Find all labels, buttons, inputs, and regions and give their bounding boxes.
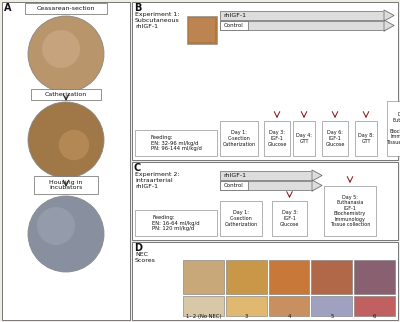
FancyBboxPatch shape: [322, 121, 348, 156]
Text: Experiment 2:
intraarterial
rhIGF-1: Experiment 2: intraarterial rhIGF-1: [135, 172, 180, 189]
FancyBboxPatch shape: [135, 130, 217, 156]
Text: D: D: [134, 243, 142, 253]
Bar: [220, 171, 312, 180]
Text: Control: Control: [224, 183, 244, 188]
FancyBboxPatch shape: [220, 121, 258, 156]
FancyBboxPatch shape: [272, 201, 307, 236]
Text: 1- 2 (No NEC): 1- 2 (No NEC): [186, 314, 221, 319]
FancyBboxPatch shape: [387, 101, 400, 156]
FancyBboxPatch shape: [264, 121, 290, 156]
Bar: [220, 11, 384, 20]
Bar: [187, 16, 217, 44]
FancyBboxPatch shape: [355, 121, 377, 156]
Text: C: C: [134, 163, 141, 173]
Text: A: A: [4, 3, 12, 13]
Bar: [220, 21, 248, 30]
Text: Day 1:
C-section
Catherization: Day 1: C-section Catherization: [222, 130, 256, 147]
Text: Day 9:
Euthanasia
IGF-1
Biochemistry
Immunology
Tissue collection: Day 9: Euthanasia IGF-1 Biochemistry Imm…: [386, 112, 400, 145]
Polygon shape: [312, 180, 322, 191]
Text: Day 5:
Euthanasia
IGF-1
Biochemistry
Immunology
Tissue collection: Day 5: Euthanasia IGF-1 Biochemistry Imm…: [330, 194, 370, 228]
Text: 5: 5: [330, 314, 334, 319]
Text: Experiment 1:
Subcutaneous
rhIGF-1: Experiment 1: Subcutaneous rhIGF-1: [135, 12, 180, 29]
Circle shape: [37, 207, 75, 245]
Bar: [34, 176, 98, 194]
Text: 3: 3: [244, 314, 248, 319]
Bar: [354, 296, 395, 316]
Text: Day 6:
IGF-1
Glucose: Day 6: IGF-1 Glucose: [325, 130, 345, 147]
Text: Day 8:
GTT: Day 8: GTT: [358, 133, 374, 144]
Circle shape: [28, 196, 104, 272]
Text: Day 4:
GTT: Day 4: GTT: [296, 133, 312, 144]
Text: 4: 4: [287, 314, 291, 319]
Text: Feeding:
EN: 16-64 ml/kg/d
PN: 120 ml/kg/d: Feeding: EN: 16-64 ml/kg/d PN: 120 ml/kg…: [152, 215, 200, 231]
FancyBboxPatch shape: [220, 201, 262, 236]
Bar: [311, 296, 352, 316]
Text: 6: 6: [373, 314, 376, 319]
FancyBboxPatch shape: [135, 210, 217, 236]
Bar: [220, 181, 312, 190]
Circle shape: [59, 130, 89, 160]
Text: Housing in
incubators: Housing in incubators: [49, 180, 83, 190]
Bar: [31, 89, 101, 100]
Bar: [183, 296, 224, 316]
Circle shape: [42, 30, 80, 68]
Bar: [132, 162, 398, 240]
Polygon shape: [384, 10, 394, 21]
Bar: [132, 2, 398, 160]
Polygon shape: [384, 20, 394, 31]
Text: Control: Control: [224, 23, 244, 28]
Text: Day 3:
IGF-1
Glucose: Day 3: IGF-1 Glucose: [280, 210, 299, 227]
Text: B: B: [134, 3, 141, 13]
Text: NEC
Scores: NEC Scores: [135, 252, 156, 263]
FancyBboxPatch shape: [324, 186, 376, 236]
Bar: [220, 181, 248, 190]
Polygon shape: [312, 170, 322, 181]
FancyBboxPatch shape: [293, 121, 315, 156]
Circle shape: [28, 102, 104, 178]
Bar: [226, 296, 267, 316]
Text: Day 3:
IGF-1
Glucose: Day 3: IGF-1 Glucose: [267, 130, 287, 147]
Circle shape: [28, 16, 104, 92]
Bar: [226, 260, 267, 294]
Text: rhIGF-1: rhIGF-1: [223, 13, 246, 18]
Text: rhIGF-1: rhIGF-1: [223, 173, 246, 178]
Text: Day 1:
C-section
Catherization: Day 1: C-section Catherization: [224, 210, 258, 227]
Bar: [311, 260, 352, 294]
Bar: [269, 260, 310, 294]
Bar: [220, 21, 384, 30]
Bar: [269, 296, 310, 316]
Text: Catherization: Catherization: [45, 92, 87, 97]
Bar: [132, 242, 398, 320]
Bar: [2, 2, 130, 320]
Bar: [25, 3, 107, 14]
Text: Feeding:
EN: 32-96 ml/kg/d
PN: 96-144 ml/kg/d: Feeding: EN: 32-96 ml/kg/d PN: 96-144 ml…: [150, 135, 202, 151]
Bar: [189, 18, 215, 42]
Bar: [183, 260, 224, 294]
Text: Ceasarean-section: Ceasarean-section: [37, 6, 95, 11]
Bar: [354, 260, 395, 294]
